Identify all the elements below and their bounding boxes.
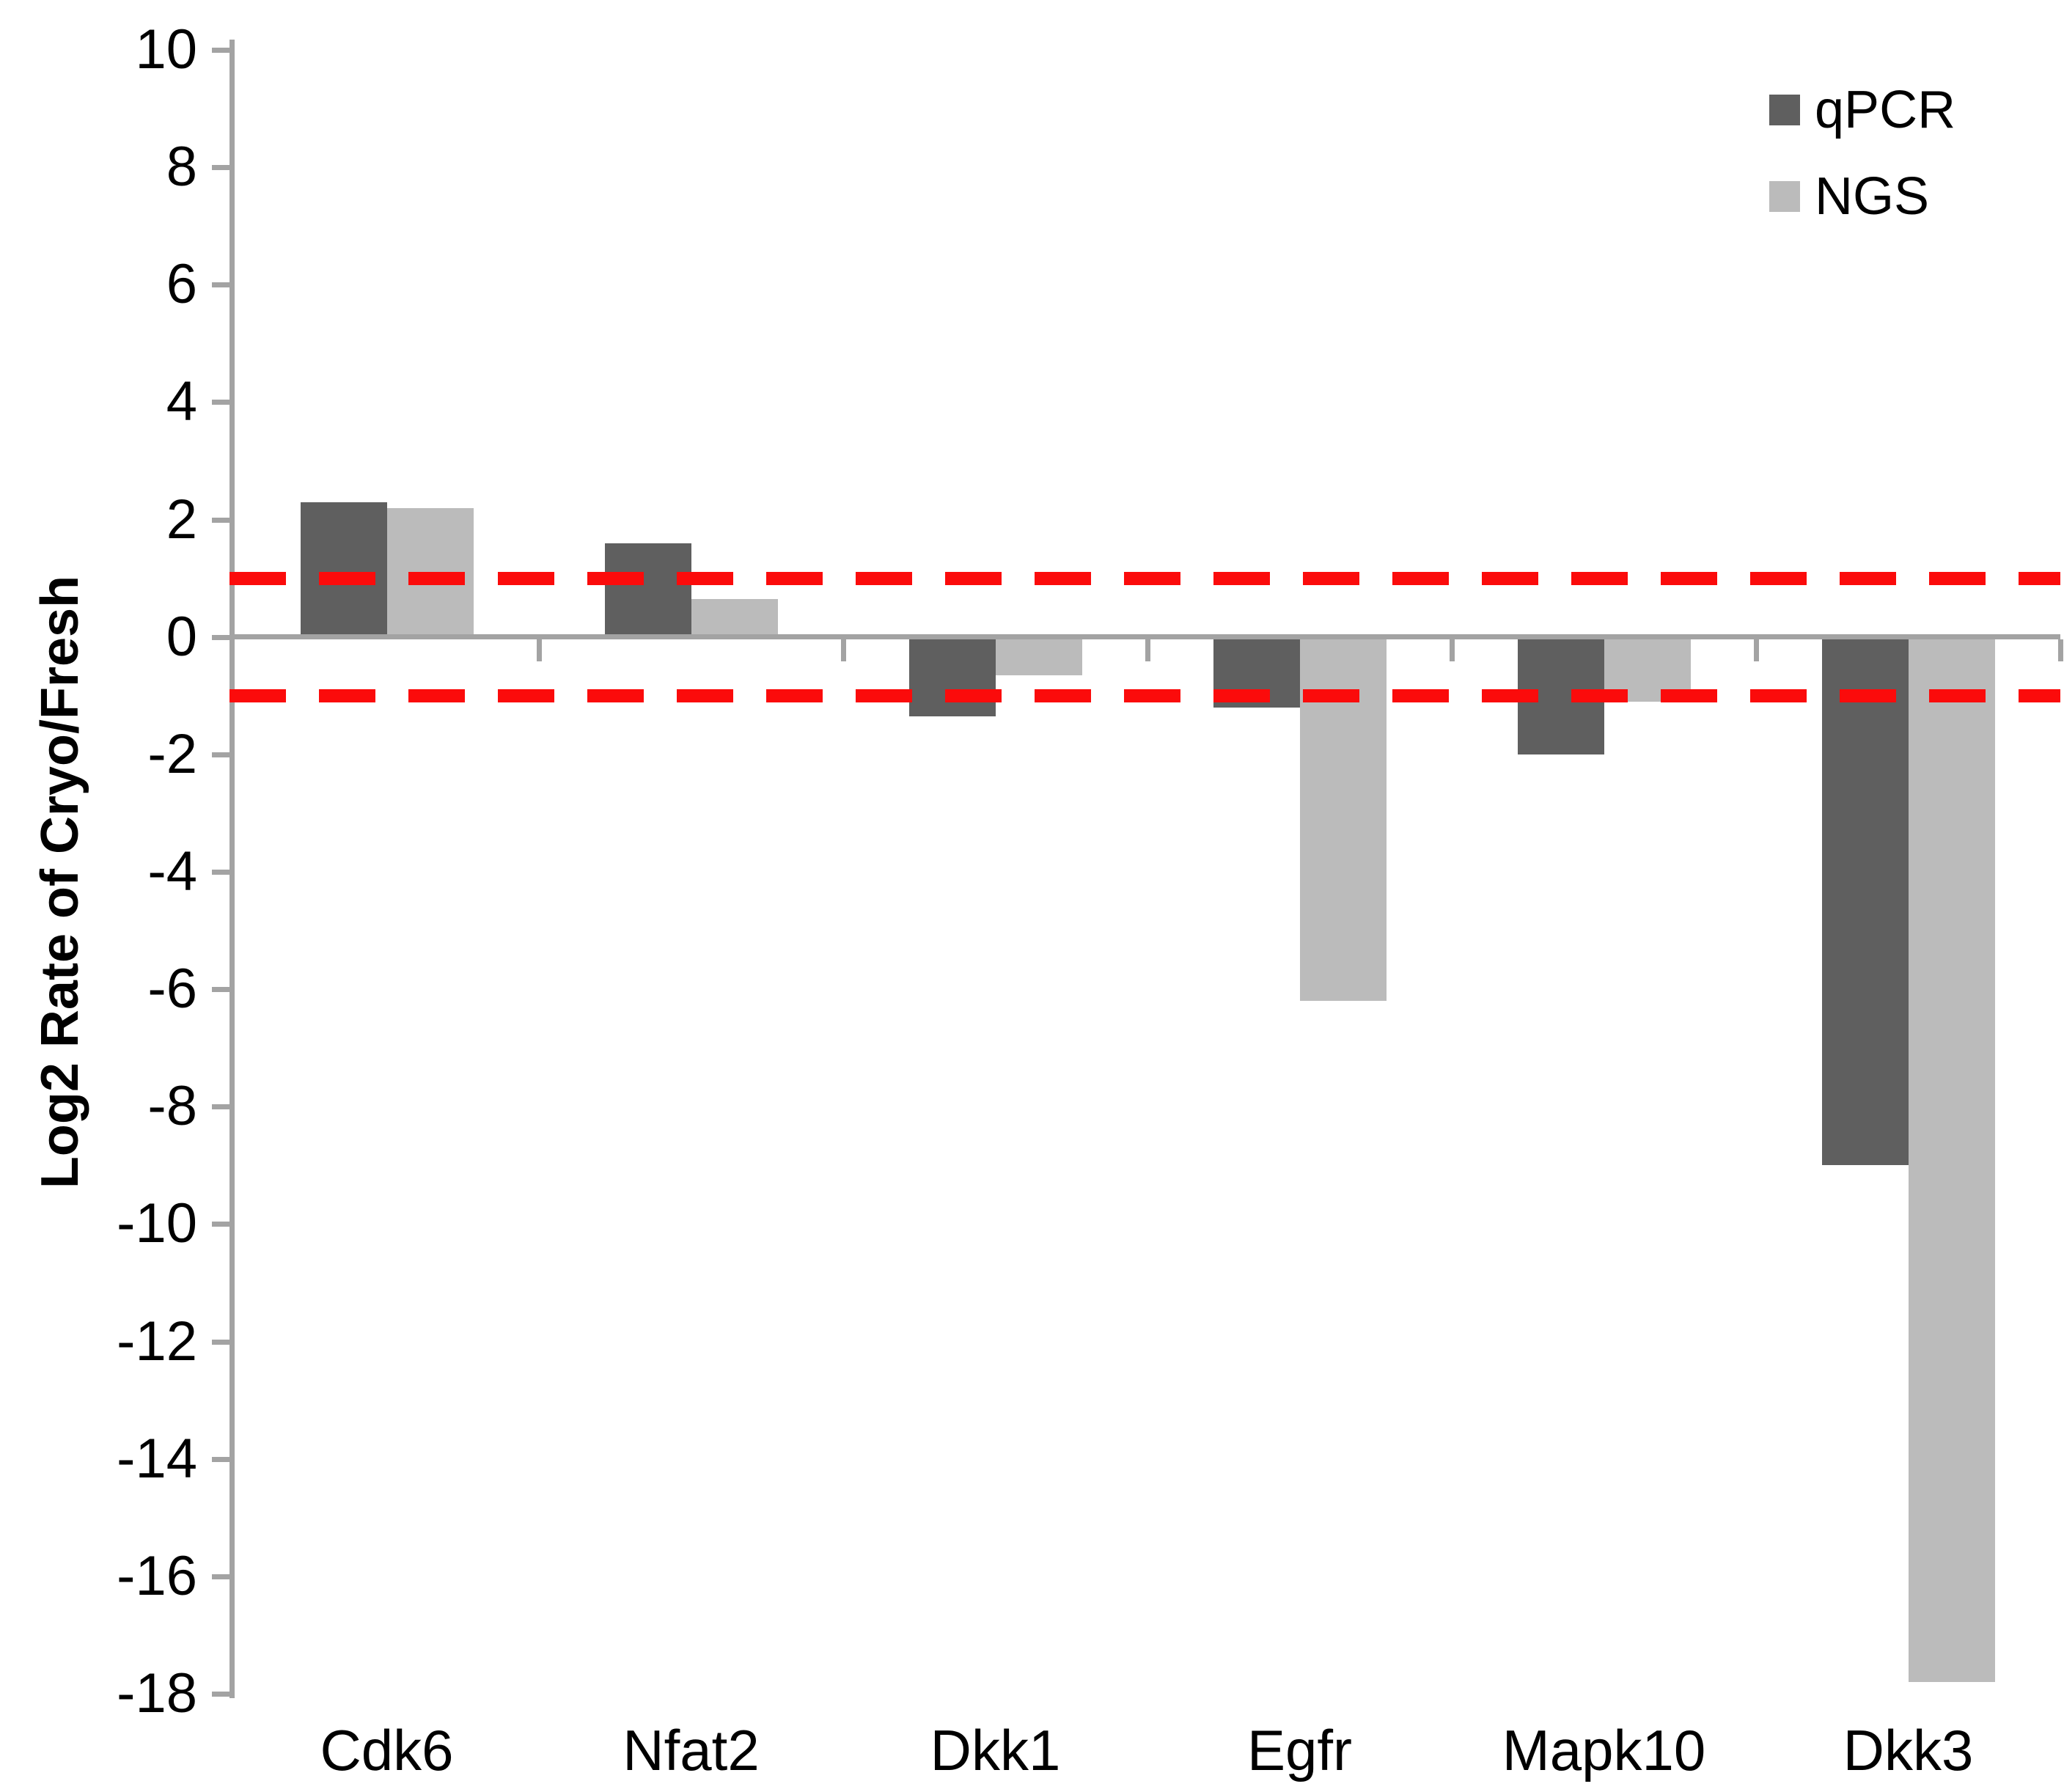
legend-swatch-ngs bbox=[1769, 181, 1800, 212]
y-tick-label: -10 bbox=[117, 1192, 197, 1255]
bar-ngs-nfat2 bbox=[691, 598, 778, 637]
y-tick-label: 0 bbox=[166, 605, 197, 668]
y-tick-label: -4 bbox=[147, 840, 197, 903]
y-tick-label: -6 bbox=[147, 958, 197, 1021]
x-category-label-nfat2: Nfat2 bbox=[622, 1718, 760, 1782]
y-tick-label: 10 bbox=[135, 18, 197, 81]
y-tick-mark bbox=[212, 634, 229, 640]
y-tick-mark bbox=[212, 400, 229, 405]
x-tick-mark bbox=[2058, 639, 2063, 662]
y-tick-label: 8 bbox=[166, 136, 197, 199]
x-axis-baseline bbox=[229, 634, 2060, 640]
x-category-label-egfr: Egfr bbox=[1246, 1718, 1353, 1782]
bar-qpcr-dkk3 bbox=[1821, 636, 1909, 1166]
y-tick-label: -2 bbox=[147, 722, 197, 785]
legend-item-ngs: NGS bbox=[1769, 169, 1955, 224]
legend-item-qpcr: qPCR bbox=[1769, 82, 1955, 138]
bar-ngs-dkk3 bbox=[1908, 636, 1995, 1682]
y-tick-mark bbox=[212, 987, 229, 993]
threshold-line-minus1 bbox=[229, 688, 2060, 702]
x-tick-mark bbox=[1145, 639, 1150, 662]
y-tick-mark bbox=[212, 870, 229, 875]
x-tick-mark bbox=[841, 639, 846, 662]
y-tick-mark bbox=[212, 752, 229, 757]
y-tick-label: -8 bbox=[147, 1075, 197, 1138]
threshold-line-plus1 bbox=[229, 571, 2060, 585]
y-tick-label: -16 bbox=[117, 1544, 197, 1607]
x-tick-mark bbox=[1450, 639, 1455, 662]
y-tick-label: 6 bbox=[166, 253, 197, 316]
y-tick-mark bbox=[212, 517, 229, 523]
y-axis-line bbox=[229, 40, 235, 1698]
y-tick-mark bbox=[212, 282, 229, 288]
y-tick-mark bbox=[212, 1456, 229, 1462]
legend-label-ngs: NGS bbox=[1815, 167, 1930, 226]
y-tick-mark bbox=[212, 48, 229, 53]
legend: qPCR NGS bbox=[1769, 82, 1955, 255]
y-tick-label: -12 bbox=[117, 1310, 197, 1373]
y-tick-mark bbox=[212, 1222, 229, 1227]
x-tick-mark bbox=[537, 639, 542, 662]
y-tick-label: -14 bbox=[117, 1427, 197, 1490]
legend-swatch-qpcr bbox=[1769, 95, 1800, 125]
y-tick-label: 2 bbox=[166, 488, 197, 551]
y-tick-label: -18 bbox=[117, 1662, 197, 1725]
bar-qpcr-cdk6 bbox=[300, 502, 387, 637]
y-tick-mark bbox=[212, 1339, 229, 1345]
x-category-label-mapk10: Mapk10 bbox=[1502, 1718, 1706, 1782]
legend-label-qpcr: qPCR bbox=[1815, 81, 1956, 139]
bar-qpcr-nfat2 bbox=[604, 543, 691, 637]
bar-ngs-dkk1 bbox=[995, 636, 1082, 675]
x-category-label-dkk3: Dkk3 bbox=[1843, 1718, 1974, 1782]
y-tick-mark bbox=[212, 165, 229, 171]
x-category-label-dkk1: Dkk1 bbox=[930, 1718, 1061, 1782]
y-tick-mark bbox=[212, 1692, 229, 1697]
x-category-label-cdk6: Cdk6 bbox=[320, 1718, 454, 1782]
bar-qpcr-dkk1 bbox=[908, 636, 996, 716]
y-tick-mark bbox=[212, 1104, 229, 1110]
y-tick-label: 4 bbox=[166, 370, 197, 433]
x-tick-mark bbox=[1754, 639, 1759, 662]
y-tick-mark bbox=[212, 1573, 229, 1579]
